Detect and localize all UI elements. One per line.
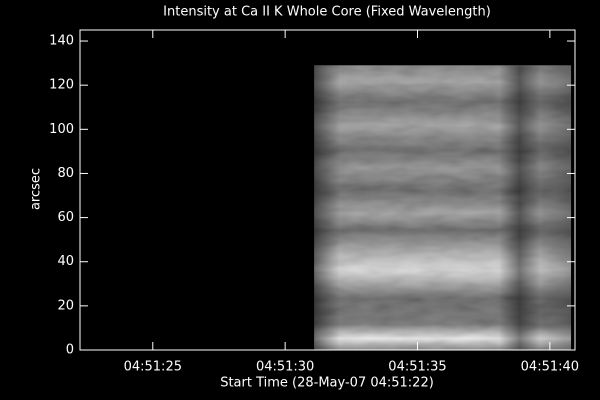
- image: [314, 65, 572, 350]
- x-tick-label: 04:51:35: [388, 360, 446, 375]
- y-tick-label: 60: [57, 210, 74, 225]
- plot-area: [314, 65, 572, 350]
- image-shade: [314, 65, 572, 350]
- x-axis-label: Start Time (28-May-07 04:51:22): [220, 376, 434, 391]
- x-tick-label: 04:51:40: [521, 360, 579, 375]
- y-tick-label: 0: [66, 343, 74, 358]
- axes-frame: [79, 29, 576, 351]
- y-tick-label: 20: [57, 298, 74, 313]
- y-tick-label: 40: [57, 254, 74, 269]
- y-axis-label: arcsec: [29, 168, 44, 210]
- y-tick-label: 140: [49, 34, 74, 49]
- x-tick-label: 04:51:25: [124, 360, 182, 375]
- y-tick-label: 80: [57, 166, 74, 181]
- x-tick-label: 04:51:30: [256, 360, 314, 375]
- y-tick-label: 100: [49, 122, 74, 137]
- y-tick-label: 120: [49, 78, 74, 93]
- chart-title: Intensity at Ca II K Whole Core (Fixed W…: [163, 5, 491, 20]
